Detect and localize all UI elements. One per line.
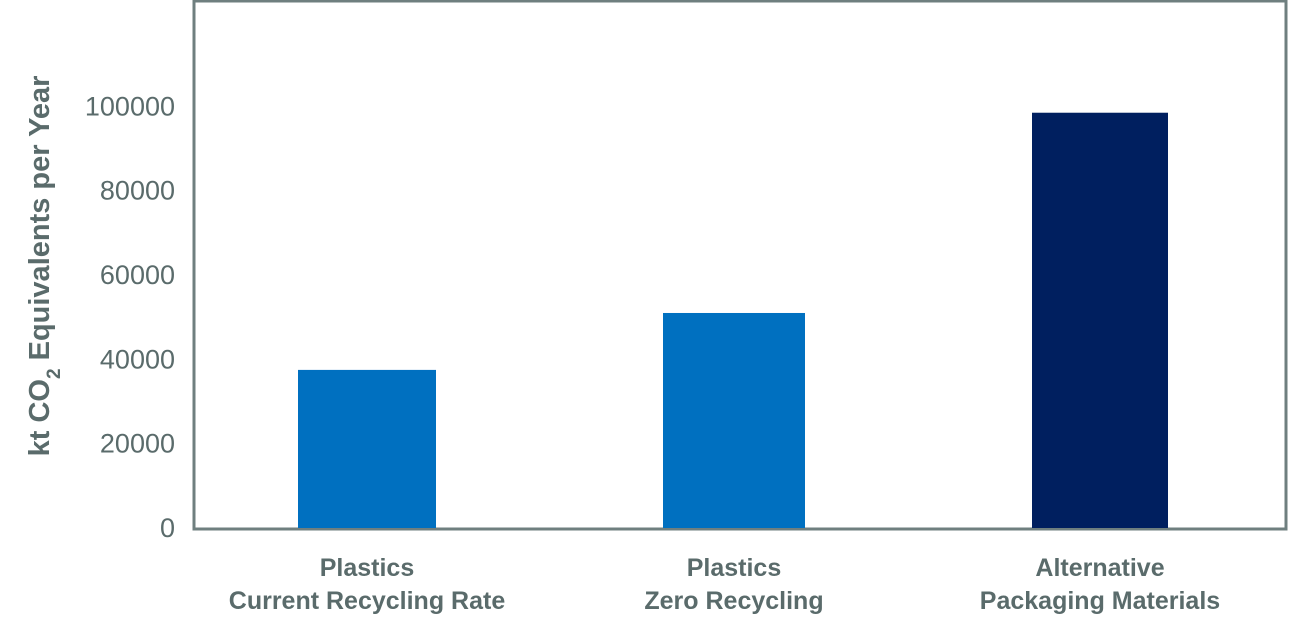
y-axis-title-post: Equivalents per Year [24, 76, 56, 369]
y-axis-title-sub: 2 [44, 368, 65, 379]
y-axis-ticks: 0 20000 40000 60000 80000 100000 [85, 91, 175, 543]
bar [663, 312, 805, 528]
bar [1032, 112, 1168, 528]
x-tick-label: Plastics Zero Recycling [644, 554, 823, 615]
x-tick-label-line: Alternative [1035, 554, 1164, 582]
y-tick-label: 100000 [85, 91, 175, 121]
x-tick-label-line: Zero Recycling [644, 587, 823, 615]
x-tick-label: Alternative Packaging Materials [980, 554, 1220, 615]
y-tick-label: 0 [160, 513, 175, 543]
bar [298, 369, 436, 528]
x-axis-labels: Plastics Current Recycling Rate Plastics Ze… [229, 554, 1220, 615]
plot-frame [192, 0, 1288, 531]
x-tick-label-line: Plastics [687, 554, 782, 582]
x-tick-label-line: Current Recycling Rate [229, 587, 506, 615]
y-axis-title: kt CO2 Equivalents per Year [24, 76, 65, 457]
x-tick-label-line: Packaging Materials [980, 587, 1220, 615]
y-tick-label: 20000 [100, 429, 175, 459]
x-tick-label-line: Plastics [320, 554, 415, 582]
y-tick-label: 60000 [100, 260, 175, 290]
y-tick-label: 40000 [100, 344, 175, 374]
y-tick-label: 80000 [100, 176, 175, 206]
y-axis-title-pre: kt CO [24, 379, 56, 456]
bars [298, 112, 1168, 528]
x-tick-label: Plastics Current Recycling Rate [229, 554, 506, 615]
